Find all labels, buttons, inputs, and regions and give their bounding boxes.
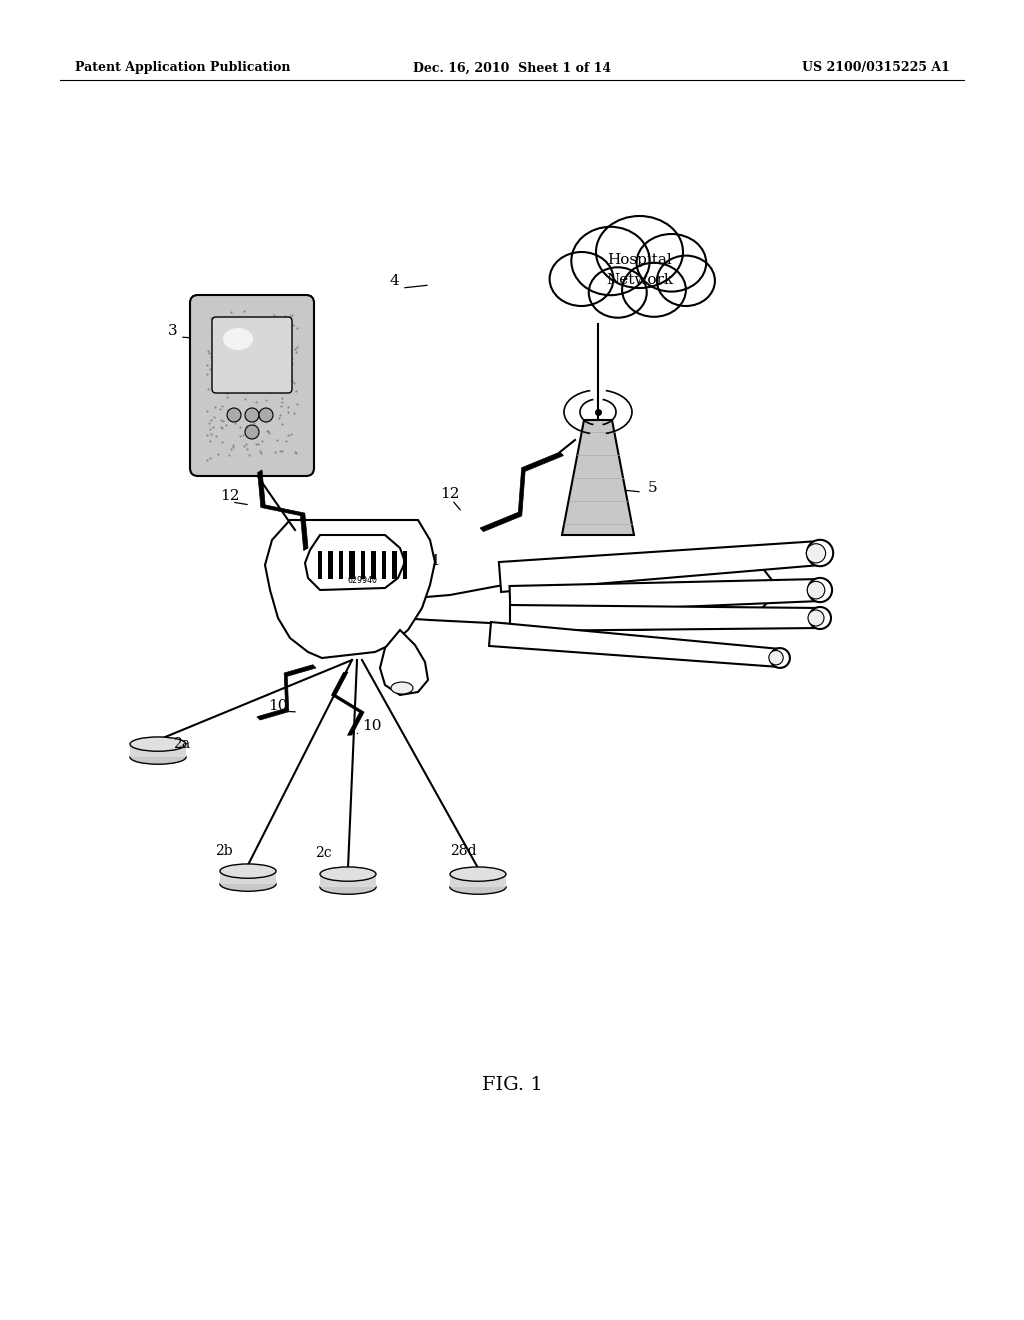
Ellipse shape xyxy=(319,867,376,882)
Polygon shape xyxy=(489,622,780,667)
Ellipse shape xyxy=(589,267,647,318)
Ellipse shape xyxy=(808,578,833,602)
Ellipse shape xyxy=(808,610,824,626)
Polygon shape xyxy=(258,470,308,550)
Ellipse shape xyxy=(809,607,831,630)
Bar xyxy=(349,550,355,579)
Bar xyxy=(403,550,407,579)
Text: Dec. 16, 2010  Sheet 1 of 14: Dec. 16, 2010 Sheet 1 of 14 xyxy=(413,62,611,74)
Text: 2b: 2b xyxy=(215,843,232,858)
Ellipse shape xyxy=(623,263,686,317)
Bar xyxy=(339,550,343,579)
FancyBboxPatch shape xyxy=(212,317,292,393)
Text: 4: 4 xyxy=(390,275,399,288)
Circle shape xyxy=(227,408,241,422)
Circle shape xyxy=(245,408,259,422)
Ellipse shape xyxy=(571,227,649,296)
Polygon shape xyxy=(390,554,780,630)
Ellipse shape xyxy=(220,876,276,891)
Polygon shape xyxy=(510,579,820,614)
Bar xyxy=(130,744,186,758)
Text: US 2100/0315225 A1: US 2100/0315225 A1 xyxy=(802,62,950,74)
Polygon shape xyxy=(305,535,406,590)
Ellipse shape xyxy=(130,737,186,751)
FancyBboxPatch shape xyxy=(190,294,314,477)
Text: Hospital
Network: Hospital Network xyxy=(606,253,674,286)
Polygon shape xyxy=(499,541,821,591)
Bar xyxy=(319,874,376,887)
Ellipse shape xyxy=(770,648,790,668)
Ellipse shape xyxy=(450,880,506,894)
Bar xyxy=(361,550,365,579)
Ellipse shape xyxy=(637,234,707,292)
Ellipse shape xyxy=(319,880,376,894)
Polygon shape xyxy=(480,451,563,532)
Text: 10: 10 xyxy=(268,700,288,713)
Text: 12: 12 xyxy=(220,488,240,503)
Bar xyxy=(328,550,333,579)
Text: 1: 1 xyxy=(430,554,439,568)
Polygon shape xyxy=(265,520,435,657)
Ellipse shape xyxy=(596,216,683,288)
Polygon shape xyxy=(380,630,428,696)
Bar xyxy=(371,550,376,579)
Ellipse shape xyxy=(807,581,824,599)
Ellipse shape xyxy=(223,327,253,350)
Text: 12: 12 xyxy=(440,487,460,502)
Ellipse shape xyxy=(807,544,825,562)
Ellipse shape xyxy=(807,540,834,566)
Polygon shape xyxy=(332,672,365,735)
Polygon shape xyxy=(257,665,316,719)
Polygon shape xyxy=(510,605,820,631)
Text: FIG. 1: FIG. 1 xyxy=(481,1076,543,1094)
Text: 28d: 28d xyxy=(450,843,476,858)
Text: 5: 5 xyxy=(648,480,657,495)
Ellipse shape xyxy=(391,682,413,694)
Bar xyxy=(220,871,276,884)
Ellipse shape xyxy=(130,750,186,764)
Text: 3: 3 xyxy=(168,323,177,338)
Text: 2a: 2a xyxy=(173,737,190,751)
Bar xyxy=(450,874,506,887)
Ellipse shape xyxy=(450,867,506,882)
Text: 10: 10 xyxy=(362,719,382,733)
Ellipse shape xyxy=(220,865,276,878)
Circle shape xyxy=(245,425,259,440)
Circle shape xyxy=(259,408,273,422)
Bar xyxy=(392,550,397,579)
Text: 2c: 2c xyxy=(315,846,332,861)
Ellipse shape xyxy=(769,651,783,665)
Bar xyxy=(382,550,386,579)
Ellipse shape xyxy=(550,252,613,306)
Polygon shape xyxy=(562,420,634,535)
Bar xyxy=(318,550,322,579)
Text: 629940: 629940 xyxy=(347,576,377,585)
Text: Patent Application Publication: Patent Application Publication xyxy=(75,62,291,74)
Ellipse shape xyxy=(657,256,715,306)
